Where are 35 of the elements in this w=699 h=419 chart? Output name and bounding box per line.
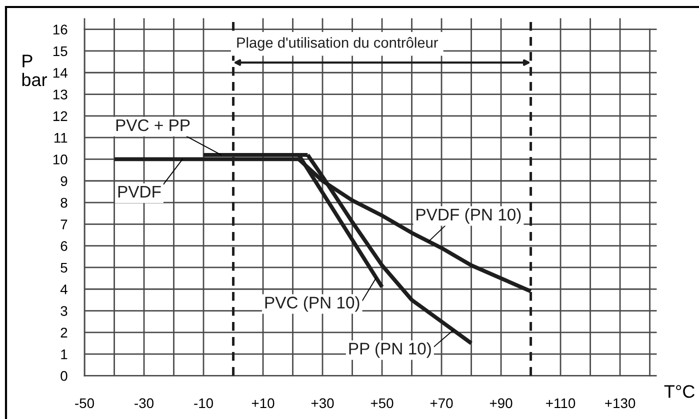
x-tick-label: +130 bbox=[605, 398, 636, 408]
x-tick-label: -30 bbox=[134, 398, 154, 408]
y-tick-label: 13 bbox=[53, 90, 68, 100]
series-label: PVC + PP bbox=[116, 119, 190, 132]
y-tick-label: 3 bbox=[60, 306, 68, 316]
y-tick-label: 11 bbox=[54, 133, 68, 143]
x-tick-label: +30 bbox=[311, 398, 334, 408]
x-tick-label: -10 bbox=[194, 398, 214, 408]
y-tick-label: 10 bbox=[53, 154, 68, 164]
series-label: PP (PN 10) bbox=[349, 342, 431, 358]
y-tick-label: 8 bbox=[60, 198, 68, 208]
x-tick-label: +110 bbox=[546, 398, 576, 408]
y-tick-label: 15 bbox=[53, 46, 68, 56]
x-tick-label: +90 bbox=[490, 398, 512, 408]
y-tick-label: 4 bbox=[60, 284, 68, 294]
y-tick-label: 0 bbox=[60, 371, 68, 381]
annotation: Plage d'utilisation du contrôleur bbox=[237, 37, 438, 51]
x-tick-label: +50 bbox=[370, 398, 394, 408]
y-tick-label: 1 bbox=[61, 350, 68, 360]
x-axis-title: T°C bbox=[664, 385, 695, 398]
x-tick-label: +10 bbox=[252, 398, 274, 408]
y-tick-label: 7 bbox=[60, 220, 68, 230]
x-tick-label: +70 bbox=[430, 398, 453, 408]
y-tick-label: 5 bbox=[60, 262, 68, 273]
y-tick-label: 16 bbox=[53, 24, 68, 34]
series-label: PVC (PN 10) bbox=[265, 296, 360, 312]
y-tick-label: 12 bbox=[53, 111, 68, 121]
x-tick-label: -50 bbox=[75, 398, 94, 408]
series-label: PVDF bbox=[118, 186, 161, 198]
y-tick-label: 2 bbox=[60, 328, 68, 338]
y-tick-label: 14 bbox=[53, 68, 68, 78]
y-tick-label: 6 bbox=[60, 241, 68, 251]
series-label: PVDF (PN 10) bbox=[416, 208, 521, 224]
y-tick-label: 9 bbox=[60, 176, 68, 186]
y-axis-title: P bar bbox=[22, 54, 47, 86]
